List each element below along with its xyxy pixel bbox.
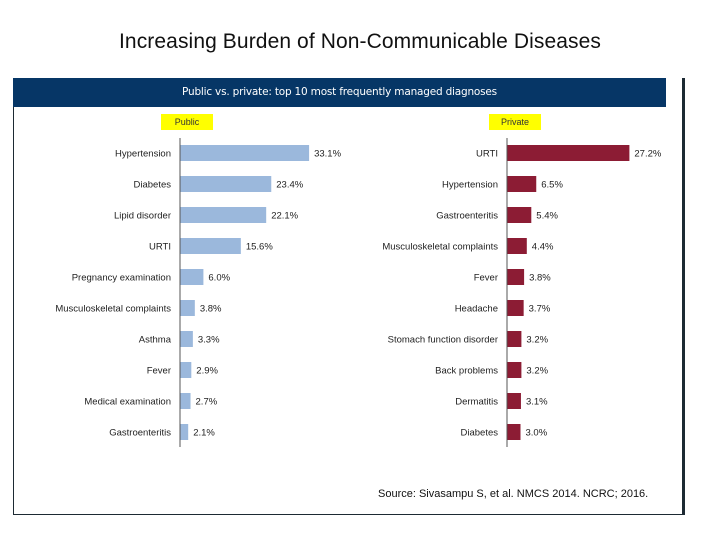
public-value-label: 15.6% — [246, 242, 273, 253]
public-category-label: Diabetes — [134, 180, 172, 191]
private-chart: URTI 27.2% Hypertension 6.5% Gastroenteritis… — [382, 138, 662, 447]
public-category-label: URTI — [149, 242, 171, 253]
public-bar — [180, 176, 272, 192]
public-category-label: Pregnancy examination — [72, 273, 171, 284]
private-category-label: Back problems — [435, 366, 498, 377]
private-bar — [507, 362, 522, 378]
private-value-label: 3.8% — [529, 273, 551, 284]
private-value-label: 3.2% — [526, 366, 548, 377]
public-bar — [180, 393, 191, 409]
private-category-label: Hypertension — [442, 180, 498, 191]
private-category-label: Dermatitis — [455, 397, 498, 408]
public-category-label: Asthma — [139, 335, 172, 346]
private-category-label: Fever — [474, 273, 498, 284]
public-category-label: Gastroenteritis — [109, 428, 171, 439]
private-category-label: Gastroenteritis — [436, 211, 498, 222]
private-value-label: 27.2% — [634, 149, 661, 160]
private-value-label: 3.7% — [529, 304, 551, 315]
public-value-label: 3.8% — [200, 304, 222, 315]
private-bar — [507, 331, 522, 347]
private-category-label: URTI — [476, 149, 498, 160]
public-chart: Hypertension 33.1% Diabetes 23.4% Lipid diso… — [55, 138, 342, 447]
private-value-label: 3.1% — [526, 397, 548, 408]
public-bar — [180, 424, 189, 440]
slide-title: Increasing Burden of Non-Communicable Di… — [118, 30, 601, 53]
public-series-label: Public — [161, 114, 213, 130]
public-bar — [180, 331, 193, 347]
private-category-label: Stomach function disorder — [388, 335, 498, 346]
public-value-label: 23.4% — [276, 180, 303, 191]
public-bar — [180, 300, 195, 316]
private-bar — [507, 145, 630, 161]
private-bar — [507, 207, 532, 223]
public-value-label: 2.1% — [193, 428, 215, 439]
private-bar — [507, 269, 525, 285]
public-bar — [180, 362, 192, 378]
public-value-label: 6.0% — [208, 273, 230, 284]
private-bar — [507, 393, 521, 409]
private-value-label: 6.5% — [541, 180, 563, 191]
panel-right-border — [683, 78, 685, 515]
public-category-label: Hypertension — [115, 149, 171, 160]
private-value-label: 3.2% — [526, 335, 548, 346]
private-value-label: 5.4% — [536, 211, 558, 222]
chart-panel — [13, 78, 683, 515]
private-value-label: 3.0% — [526, 428, 548, 439]
private-bar — [507, 424, 521, 440]
public-category-label: Musculoskeletal complaints — [55, 304, 171, 315]
private-bar — [507, 238, 527, 254]
private-bar — [507, 176, 537, 192]
chart-title: Public vs. private: top 10 most frequent… — [13, 78, 666, 107]
public-value-label: 2.9% — [196, 366, 218, 377]
private-value-label: 4.4% — [532, 242, 554, 253]
public-category-label: Fever — [147, 366, 171, 377]
public-value-label: 2.7% — [196, 397, 218, 408]
public-bar — [180, 207, 267, 223]
public-category-label: Medical examination — [84, 397, 171, 408]
public-value-label: 22.1% — [271, 211, 298, 222]
public-bar — [180, 145, 310, 161]
public-value-label: 3.3% — [198, 335, 220, 346]
public-bar — [180, 238, 241, 254]
private-category-label: Musculoskeletal complaints — [382, 242, 498, 253]
source-citation: Source: Sivasampu S, et al. NMCS 2014. N… — [378, 488, 649, 500]
public-value-label: 33.1% — [314, 149, 341, 160]
private-bar — [507, 300, 524, 316]
private-category-label: Headache — [455, 304, 498, 315]
public-bar — [180, 269, 204, 285]
private-series-label: Private — [489, 114, 541, 130]
public-category-label: Lipid disorder — [114, 211, 171, 222]
private-category-label: Diabetes — [461, 428, 499, 439]
